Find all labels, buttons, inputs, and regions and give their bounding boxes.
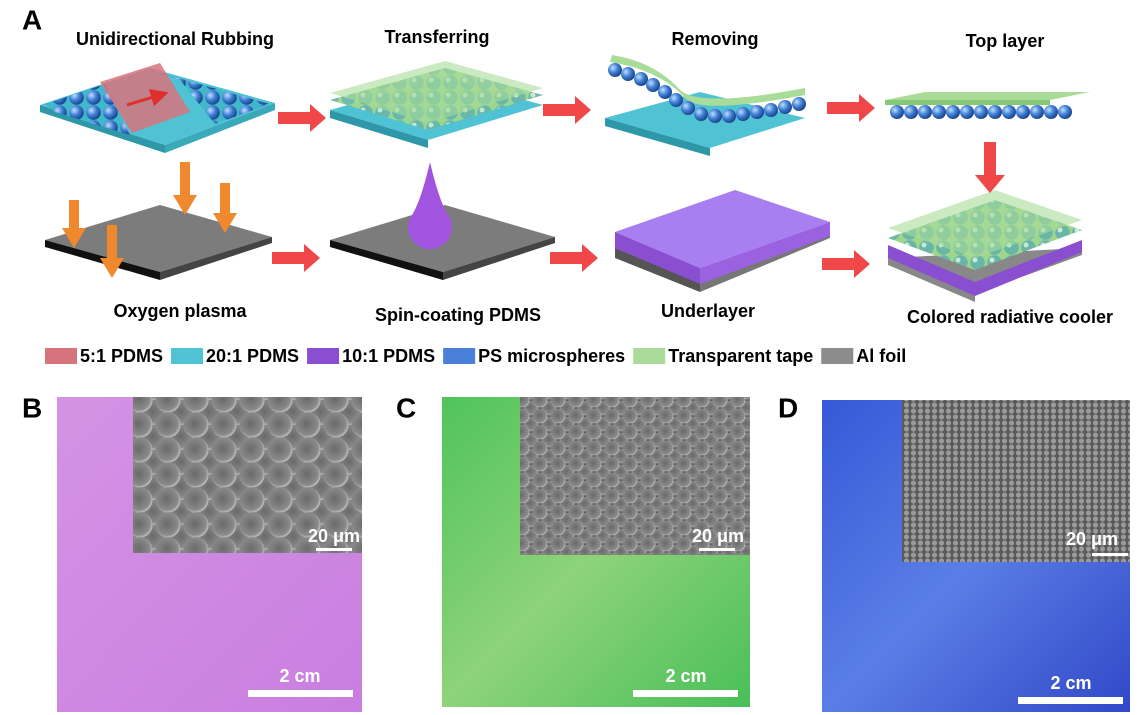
- legend-label: Al foil: [856, 346, 906, 366]
- inset-scale: 20 μm: [692, 526, 744, 546]
- legend-swatch: [821, 348, 854, 364]
- legend-label: 5:1 PDMS: [80, 346, 163, 366]
- legend-swatch: [443, 348, 476, 364]
- panel-label: B: [22, 392, 42, 423]
- panel-label: A: [22, 4, 42, 35]
- scale-bar-label: 2 cm: [665, 666, 706, 686]
- sem-inset: [133, 397, 362, 553]
- panel-label: D: [778, 392, 798, 423]
- sem-inset: [520, 397, 750, 555]
- scale-bar-label: 2 cm: [279, 666, 320, 686]
- inset-scale: 20 μm: [308, 526, 360, 546]
- schematic: [40, 55, 1090, 302]
- step-label: Underlayer: [661, 301, 755, 321]
- inset-scale: 20 μm: [1066, 529, 1118, 549]
- legend-swatch: [45, 348, 77, 364]
- sem-inset: [902, 400, 1130, 562]
- legend-swatch: [633, 348, 666, 364]
- legend-label: PS microspheres: [478, 346, 625, 366]
- step-label: Transferring: [384, 27, 489, 47]
- legend-label: 10:1 PDMS: [342, 346, 435, 366]
- legend-label: 20:1 PDMS: [206, 346, 299, 366]
- legend-swatch: [171, 348, 204, 364]
- panel-label: C: [396, 392, 416, 423]
- step-label: Oxygen plasma: [113, 301, 247, 321]
- legend-swatch: [307, 348, 340, 364]
- step-labels: Unidirectional Rubbing Transferring Remo…: [76, 27, 1113, 327]
- legend: 5:1 PDMS 20:1 PDMS 10:1 PDMS PS microsphere…: [45, 346, 906, 366]
- step-label: Colored radiative cooler: [907, 307, 1113, 327]
- step-label: Unidirectional Rubbing: [76, 29, 274, 49]
- step-label: Removing: [671, 29, 758, 49]
- legend-label: Transparent tape: [668, 346, 813, 366]
- step-label: Top layer: [966, 31, 1045, 51]
- scale-bar-label: 2 cm: [1050, 673, 1091, 693]
- step-label: Spin-coating PDMS: [375, 305, 541, 325]
